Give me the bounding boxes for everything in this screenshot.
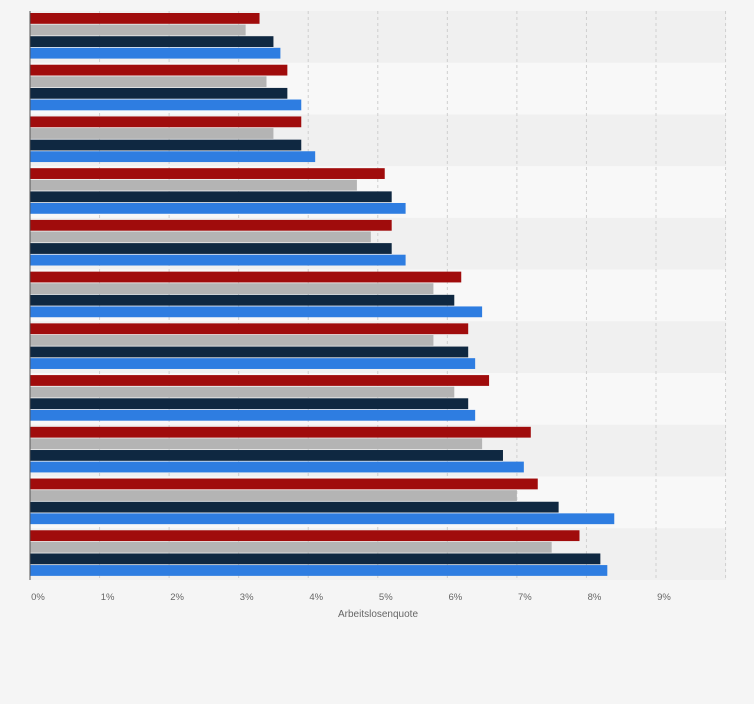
bar xyxy=(30,461,524,473)
bar xyxy=(30,530,580,542)
bars xyxy=(30,13,615,576)
bar xyxy=(30,294,455,306)
bar xyxy=(30,426,531,438)
bar xyxy=(30,334,434,346)
bar xyxy=(30,375,490,386)
x-tick-label: 6% xyxy=(448,592,462,603)
bar xyxy=(30,438,483,450)
x-axis-label: Arbeitslosenquote xyxy=(338,609,418,620)
bar xyxy=(30,323,469,335)
x-tick-label: 9% xyxy=(657,592,671,603)
x-tick-label: 0% xyxy=(31,592,45,603)
x-tick-label: 8% xyxy=(588,592,602,603)
bar xyxy=(30,47,281,59)
bar xyxy=(30,87,288,99)
bar xyxy=(30,151,316,163)
x-tick-label: 1% xyxy=(101,592,115,603)
bar xyxy=(30,76,267,88)
x-tick-label: 4% xyxy=(309,592,323,603)
bar xyxy=(30,409,476,421)
bar xyxy=(30,243,392,254)
bar xyxy=(30,541,552,553)
bar xyxy=(30,565,608,576)
bar xyxy=(30,36,274,47)
bar xyxy=(30,283,434,295)
bar xyxy=(30,191,392,203)
bar xyxy=(30,254,406,266)
bar xyxy=(30,358,476,369)
bar xyxy=(30,450,503,461)
bar xyxy=(30,513,615,525)
bar xyxy=(30,386,455,398)
bar xyxy=(30,99,302,111)
bar xyxy=(30,271,462,283)
bar xyxy=(30,168,385,179)
x-tick-label: 5% xyxy=(379,592,393,603)
bar xyxy=(30,13,260,24)
x-tick-label: 2% xyxy=(170,592,184,603)
bar xyxy=(30,501,559,513)
bar xyxy=(30,553,601,565)
bar xyxy=(30,231,371,243)
bar xyxy=(30,202,406,214)
bar xyxy=(30,116,302,128)
x-tick-label: 7% xyxy=(518,592,532,603)
bar xyxy=(30,64,288,76)
bar xyxy=(30,398,469,410)
bar xyxy=(30,490,517,501)
bar xyxy=(30,306,483,318)
bar xyxy=(30,128,274,139)
bar xyxy=(30,139,302,151)
bar xyxy=(30,179,357,191)
x-tick-labels: 0% 1% 2% 3% 4% 5% 6% 7% 8% 9% xyxy=(31,592,671,603)
bar xyxy=(30,219,392,231)
bar xyxy=(30,24,246,36)
x-tick-label: 3% xyxy=(240,592,254,603)
bar xyxy=(30,346,469,358)
bar xyxy=(30,478,538,490)
